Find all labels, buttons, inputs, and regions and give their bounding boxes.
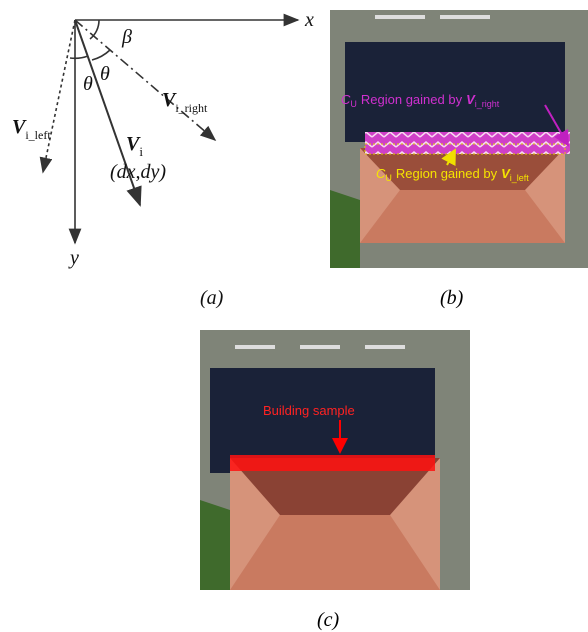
subscript: i	[139, 144, 143, 159]
figure: x y β θ θ Vi Vi_left Vi_right (dx,dy) (a…	[0, 0, 588, 632]
arc-theta-left	[70, 56, 88, 58]
panel-label: (a)	[200, 287, 224, 309]
panel-c-image	[200, 330, 470, 590]
endpoint: (dx,dy)	[110, 161, 166, 183]
subscript: i_left	[25, 128, 51, 142]
subscript: U	[385, 173, 392, 183]
text: Region gained by	[396, 166, 498, 181]
x-label: x	[304, 9, 314, 31]
panel-a	[43, 20, 298, 243]
text: Region gained by	[361, 92, 463, 107]
subscript: U	[350, 99, 357, 109]
subscript: i_left	[510, 173, 530, 183]
vector-label: Vi_left	[12, 116, 51, 142]
subscript: i_right	[475, 99, 500, 109]
theta: θ	[100, 63, 110, 85]
theta: θ	[83, 73, 93, 95]
annotation: Building sample	[263, 403, 355, 418]
panel-label: (c)	[317, 609, 340, 631]
subscript: i_right	[175, 101, 208, 115]
panel-label: (b)	[440, 287, 464, 309]
vector-left	[43, 20, 75, 172]
beta: β	[121, 26, 132, 48]
arc-theta-right	[92, 50, 110, 60]
panel-a-labels: x y β θ θ Vi Vi_left Vi_right (dx,dy) (a…	[12, 9, 314, 309]
vector-label: Vi_right	[162, 89, 208, 115]
panel-b-image	[330, 10, 588, 268]
vector-label: Vi	[126, 133, 143, 159]
y-label: y	[68, 247, 79, 269]
